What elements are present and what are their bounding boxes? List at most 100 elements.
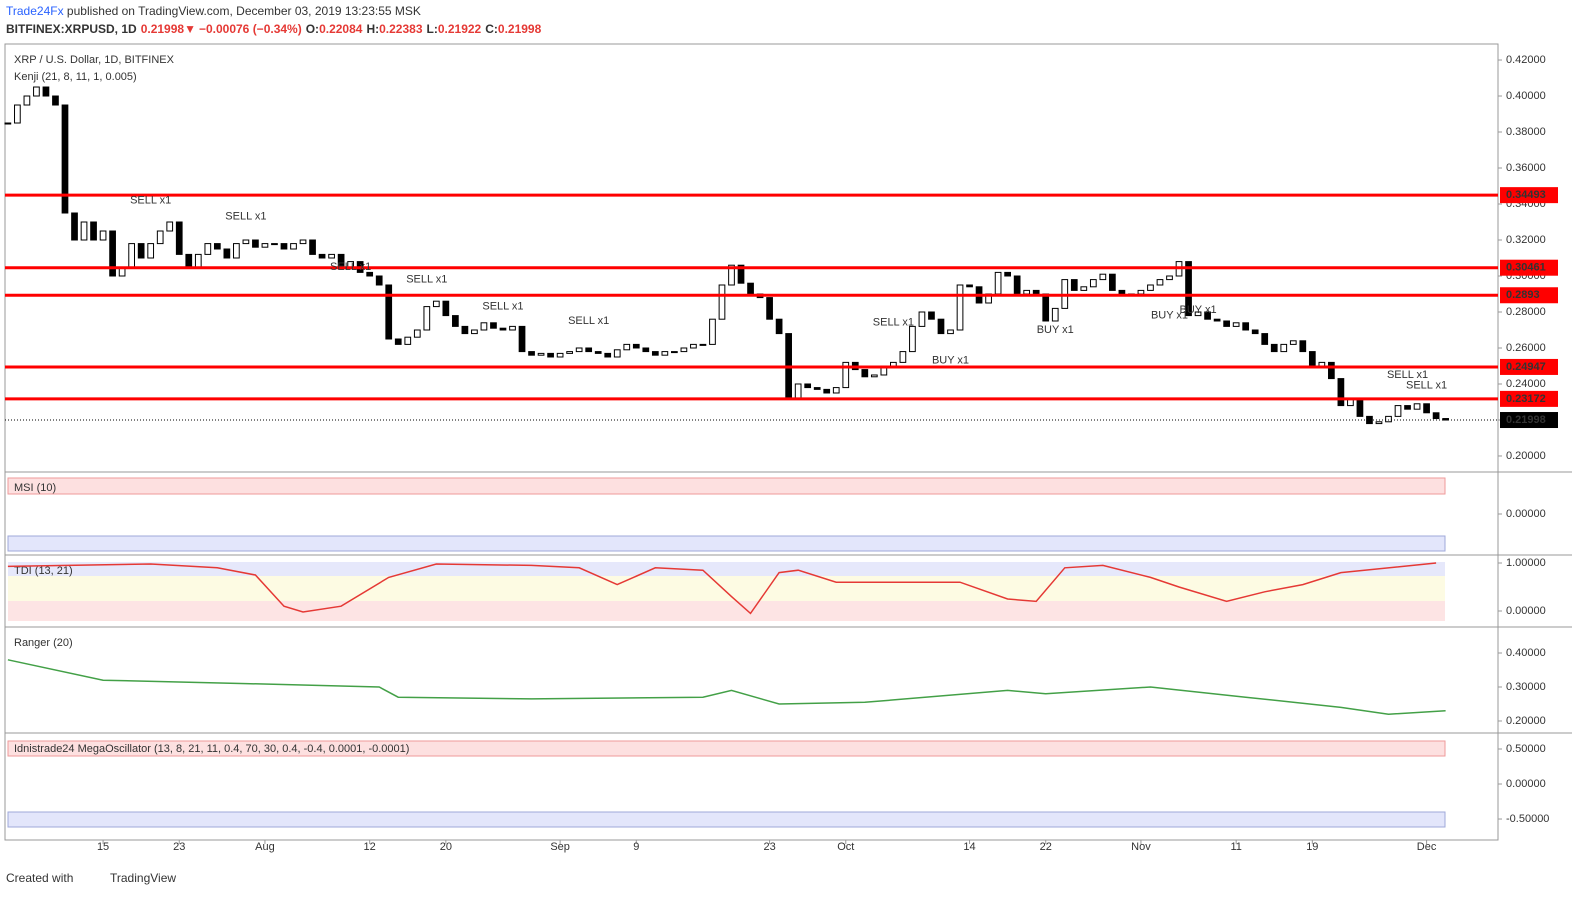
level-box: [1500, 187, 1558, 204]
candle: [1166, 275, 1173, 281]
y-tick-label: 0.50000: [1506, 743, 1546, 755]
candle: [413, 329, 421, 338]
ohlc-label: L:: [427, 22, 438, 36]
candle: [1223, 320, 1230, 327]
ohlc-value: 0.21998: [498, 22, 542, 36]
price: 0.21998: [141, 22, 185, 36]
y-tick-label: -0.50000: [1506, 813, 1549, 825]
candle: [1204, 311, 1211, 320]
candle: [899, 351, 907, 363]
candle: [385, 284, 393, 340]
tdi-band-mid: [8, 576, 1445, 601]
candle: [690, 343, 697, 349]
candle: [261, 243, 269, 248]
publisher[interactable]: Trade24Fx: [6, 4, 64, 18]
candle: [1242, 322, 1250, 331]
signal-label: SELL x1: [482, 301, 523, 313]
candle: [1280, 343, 1288, 353]
candle: [1042, 293, 1050, 322]
signal-label: BUY x1: [1151, 310, 1188, 322]
published: published on TradingView.com, December 0…: [64, 4, 421, 18]
candle: [632, 343, 640, 349]
y-tick-label: 0.20000: [1506, 450, 1546, 462]
x-tick-label: 23: [763, 841, 775, 853]
arrow: ▼: [184, 22, 196, 36]
symbol-line: BITFINEX:XRPUSD, 1D 0.21998▼ −0.00076 (−0.…: [6, 22, 542, 36]
candle: [328, 253, 335, 259]
signal-label: SELL x1: [568, 315, 609, 327]
candle: [766, 297, 773, 320]
candle: [1356, 397, 1364, 417]
y-tick-label: 0.40000: [1506, 647, 1546, 659]
candle: [966, 284, 973, 288]
candle: [33, 86, 40, 97]
candle: [1337, 378, 1345, 407]
y-tick-label: 0.30000: [1506, 681, 1546, 693]
candle: [1147, 284, 1154, 291]
y-tick-label: 0.00000: [1506, 778, 1546, 790]
pane-title: MSI (10): [14, 482, 56, 494]
x-tick-label: 23: [173, 841, 185, 853]
candle: [461, 325, 469, 335]
candle: [547, 352, 554, 358]
candle: [23, 95, 31, 106]
candle: [1423, 403, 1430, 414]
candle: [1299, 340, 1307, 353]
candle: [147, 243, 155, 259]
tdi-band-low: [8, 601, 1445, 621]
candle: [194, 253, 202, 268]
candle: [61, 104, 69, 214]
signal-label: SELL x1: [330, 261, 371, 273]
y-tick-label: 0.40000: [1506, 90, 1546, 102]
candle: [14, 104, 21, 124]
ohlc-value: 0.22383: [379, 22, 423, 36]
x-tick-label: 12: [364, 841, 376, 853]
candle: [994, 271, 1002, 295]
y-tick-label: 0.20000: [1506, 715, 1546, 727]
candle: [366, 271, 374, 277]
level-label: 0.23172: [1506, 393, 1546, 405]
candle: [832, 387, 840, 394]
candle: [252, 239, 259, 248]
signal-label: SELL x1: [1406, 380, 1447, 392]
chart-title: XRP / U.S. Dollar, 1D, BITFINEX: [14, 54, 175, 66]
candle: [80, 221, 88, 241]
level-label: 0.30461: [1506, 262, 1546, 274]
osc-band-high: [7, 740, 1446, 757]
ohlc-label: H:: [366, 22, 379, 36]
candle: [842, 361, 850, 389]
x-tick-label: 11: [1230, 841, 1241, 853]
signal-label: BUY x1: [1180, 304, 1217, 316]
footer-brand[interactable]: TradingView: [110, 871, 176, 885]
plot-frame: [4, 43, 1499, 841]
x-tick-label: 14: [963, 841, 975, 853]
x-tick-label: 22: [1040, 841, 1052, 853]
candle: [185, 253, 193, 268]
signal-label: SELL x1: [406, 274, 447, 286]
candle: [375, 275, 383, 286]
candle: [1261, 333, 1269, 345]
candle: [1118, 289, 1126, 295]
level-label: 0.2893: [1506, 289, 1540, 301]
y-tick-label: 0.00000: [1506, 605, 1546, 617]
candle: [918, 311, 926, 327]
candle: [233, 243, 240, 259]
candle: [1051, 307, 1059, 322]
pane-title: TDI (13, 21): [14, 565, 73, 577]
signal-label: BUY x1: [932, 354, 969, 366]
candle: [718, 284, 726, 320]
candle: [1080, 286, 1088, 291]
pane-title: Idnistrade24 MegaOscillator (13, 8, 21, …: [14, 743, 409, 755]
indicator-line: [7, 562, 1437, 615]
ohlc-value: 0.21922: [438, 22, 482, 36]
ohlc-value: 0.22084: [319, 22, 363, 36]
candle: [823, 388, 831, 394]
pane-title: Ranger (20): [14, 637, 73, 649]
candle: [1185, 261, 1192, 317]
signal-label: SELL x1: [873, 317, 914, 329]
candle: [1137, 289, 1145, 295]
x-tick-label: Dec: [1417, 841, 1437, 853]
candle: [1328, 361, 1335, 380]
